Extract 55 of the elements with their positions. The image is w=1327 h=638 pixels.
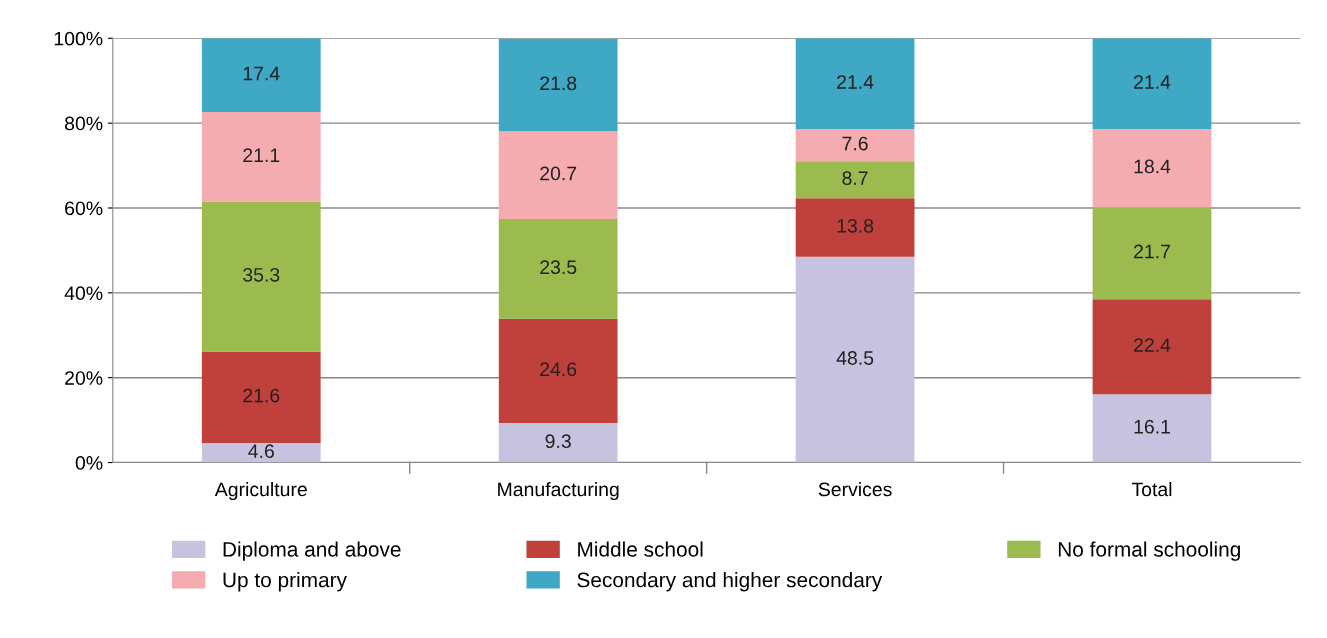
bar [795, 38, 915, 130]
bar [498, 318, 618, 424]
data-label: 22.4 [1134, 338, 1171, 352]
bar [498, 131, 618, 220]
data-label: 21.4 [837, 75, 874, 89]
x-tick-label: Services [818, 481, 892, 497]
bar [1092, 299, 1212, 395]
bar [498, 423, 618, 463]
bar [1092, 129, 1212, 208]
bar [1092, 38, 1212, 130]
data-label: 21.4 [1134, 75, 1171, 89]
y-tick-label: 80% [65, 116, 103, 131]
data-label: 20.7 [540, 166, 577, 181]
bar [795, 161, 915, 199]
legend-label: Diploma and above [223, 541, 401, 561]
bar [498, 219, 618, 319]
bar [1092, 394, 1212, 463]
y-tick-label: 0% [75, 456, 103, 470]
data-label: 9.3 [545, 434, 571, 449]
x-tick-label: Agriculture [214, 481, 307, 501]
data-label: 35.3 [243, 267, 280, 282]
data-label: 48.5 [836, 351, 874, 365]
y-tick-label: 20% [65, 371, 103, 385]
y-tick-label: 60% [65, 201, 103, 216]
x-tick-label: Total [1131, 481, 1172, 497]
bar [1092, 207, 1212, 300]
legend-label: Secondary and higher secondary [577, 572, 883, 592]
data-label: 21.7 [1134, 244, 1170, 259]
data-label: 21.8 [540, 76, 577, 91]
legend-label: Up to primary [223, 572, 347, 592]
bar [795, 198, 915, 257]
data-label: 21.6 [243, 388, 280, 403]
data-label: 16.1 [1134, 419, 1170, 434]
bar [201, 201, 321, 352]
data-label: 23.5 [540, 260, 577, 275]
legend-label: No formal schooling [1058, 541, 1240, 561]
bar [795, 129, 915, 162]
bar [201, 351, 321, 444]
y-tick-label: 40% [64, 286, 103, 301]
data-label: 18.4 [1134, 159, 1171, 174]
bar [498, 38, 618, 132]
legend-label: Middle school [578, 541, 703, 557]
data-label: 21.1 [243, 148, 280, 162]
bar [201, 112, 321, 202]
y-tick-label: 100% [54, 31, 103, 46]
data-label: 24.6 [540, 362, 577, 377]
x-tick-label: Manufacturing [498, 481, 619, 501]
bar [795, 256, 915, 463]
bar [201, 443, 321, 463]
data-label: 17.4 [243, 66, 280, 81]
data-label: 7.6 [842, 136, 868, 151]
data-label: 8.7 [842, 171, 868, 185]
data-label: 4.6 [248, 444, 274, 459]
data-label: 13.8 [837, 218, 874, 233]
bar [201, 38, 321, 113]
